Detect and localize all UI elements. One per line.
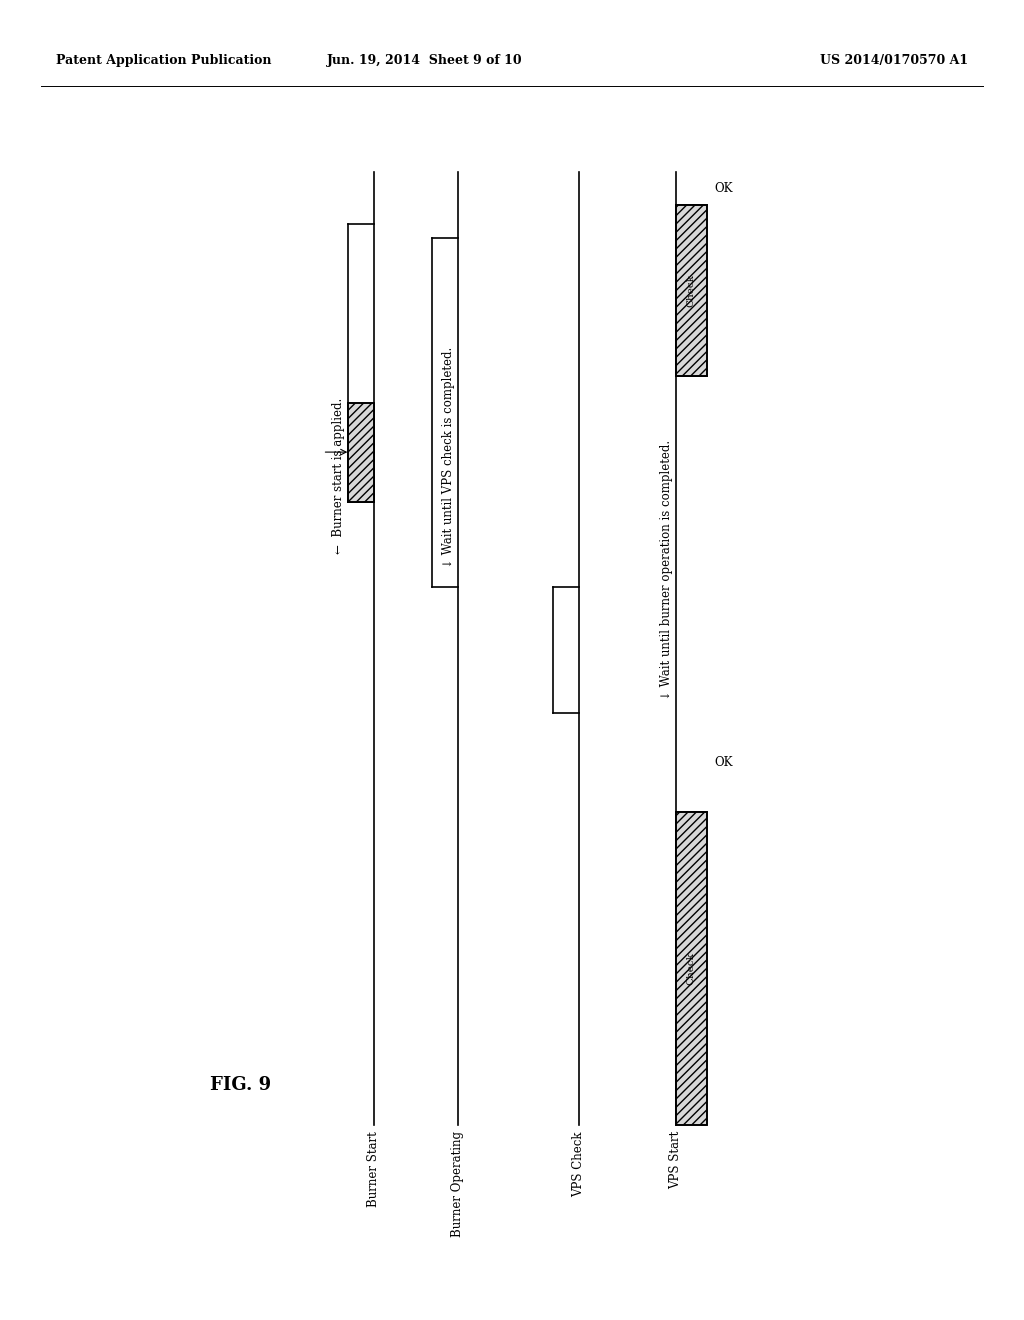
Text: Patent Application Publication: Patent Application Publication — [56, 54, 271, 67]
Bar — [348, 403, 374, 502]
Text: VPS Start: VPS Start — [670, 1131, 682, 1189]
Text: Check: Check — [687, 952, 695, 985]
Text: OK: OK — [715, 182, 733, 194]
Bar — [676, 812, 707, 1125]
Bar — [348, 403, 374, 502]
Text: ←  Burner start is applied.: ← Burner start is applied. — [332, 399, 345, 554]
Text: ↓ Wait until burner operation is completed.: ↓ Wait until burner operation is complet… — [659, 440, 673, 700]
Text: FIG. 9: FIG. 9 — [210, 1076, 271, 1094]
Bar — [676, 205, 707, 376]
Text: ↓ Wait until VPS check is completed.: ↓ Wait until VPS check is completed. — [441, 346, 455, 568]
Bar — [676, 812, 707, 1125]
Text: VPS Check: VPS Check — [572, 1131, 585, 1197]
Text: Jun. 19, 2014  Sheet 9 of 10: Jun. 19, 2014 Sheet 9 of 10 — [327, 54, 523, 67]
Text: US 2014/0170570 A1: US 2014/0170570 A1 — [819, 54, 968, 67]
Bar — [676, 205, 707, 376]
Text: Burner Operating: Burner Operating — [452, 1131, 464, 1237]
Text: Burner Start: Burner Start — [368, 1131, 380, 1206]
Text: Check: Check — [687, 275, 695, 306]
Text: OK: OK — [715, 756, 733, 768]
